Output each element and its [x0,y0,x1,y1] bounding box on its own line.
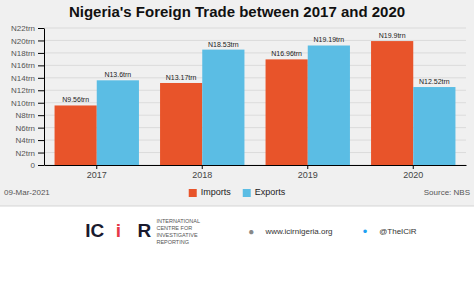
x-tick-label: 2020 [403,170,423,180]
y-tick-label: N10trn [11,99,35,108]
y-tick-label: N2trn [15,149,35,158]
y-tick: N4trn [15,136,44,145]
data-label: N19.9trn [379,32,406,39]
annotation: i [116,220,121,241]
bar [266,59,308,165]
annotation: IC [85,220,104,241]
y-tick-mark [38,90,44,91]
y-axis: 0 N2trn N4trn N6trn N8trn N10trn N12trn N14trn N… [11,24,45,170]
x-tick: 2017 [87,165,107,180]
x-tick: 2019 [298,165,318,180]
data-label: N16.96trn [271,50,302,57]
y-tick: N12trn [11,86,44,95]
x-tick: 2020 [403,165,423,180]
y-tick-label: N4trn [15,136,35,145]
annotation: ● [248,226,254,237]
bar [371,41,413,165]
grid [44,28,466,165]
title: Nigeria's Foreign Trade between 2017 and… [69,3,405,20]
y-tick-mark [38,28,44,29]
x-axis: 2017 2018 2019 2020 [45,165,467,180]
y-tick-mark [38,65,44,66]
y-tick: N8trn [15,111,44,120]
y-tick-label: N22trn [11,24,35,33]
y-tick: N10trn [11,99,44,108]
annotation: • [363,224,368,239]
y-axis-line [44,29,45,166]
y-tick-label: N20trn [11,37,35,46]
y-tick: N2trn [15,149,44,158]
y-tick-mark [38,153,44,154]
bar [55,105,97,165]
y-tick: N6trn [15,124,44,133]
bar [160,83,202,165]
data-label: N12.52trn [419,78,450,85]
annotation: INTERNATIONALCENTRE FORINVESTIGATIVEREPO… [156,218,200,245]
annotation: 09-Mar-2021 [4,188,50,197]
y-tick-mark [38,78,44,79]
data-label: N19.19trn [313,36,344,43]
y-tick-label: N8trn [15,111,35,120]
y-tick-mark [38,103,44,104]
annotation: R [137,220,151,241]
x-tick-label: 2017 [87,170,107,180]
legend-item: Exports [243,187,286,197]
bar [202,50,244,165]
y-tick-label: N12trn [11,86,35,95]
y-tick: N18trn [11,49,44,58]
annotation: www.icirnigeria.org [264,227,332,236]
y-tick-label: N14trn [11,74,35,83]
y-tick-mark [38,40,44,41]
annotation: @TheICiR [379,227,417,236]
x-tick-mark [202,165,203,169]
bar [413,87,455,165]
y-tick-mark [38,115,44,116]
y-tick-label: N6trn [15,124,35,133]
x-axis-line [45,165,467,166]
data-label: N9.56trn [62,96,89,103]
y-tick: N14trn [11,74,44,83]
x-tick-mark [307,165,308,169]
y-tick: N16trn [11,61,44,70]
y-tick: N22trn [11,24,44,33]
y-tick: N20trn [11,37,44,46]
x-tick: 2018 [192,165,212,180]
bar [97,80,139,165]
y-tick-label: N18trn [11,49,35,58]
y-tick-mark [38,53,44,54]
y-tick-mark [38,128,44,129]
legend: Imports Exports [189,187,286,197]
footer-background [0,206,474,281]
legend-label: Exports [255,187,286,197]
x-tick-label: 2019 [298,170,318,180]
legend-swatch [189,189,197,197]
background [0,0,474,206]
x-tick-mark [96,165,97,169]
chart: Nigeria's Foreign Trade between 2017 and… [0,0,474,281]
x-tick-mark [413,165,414,169]
annotation: Source: NBS [424,188,470,197]
grid-line [44,40,466,41]
y-tick-label: N16trn [11,61,35,70]
plot: 0 N2trn N4trn N6trn N8trn N10trn N12trn N14trn N… [11,24,467,180]
grid-line [44,28,466,29]
data-labels: N9.56trn N13.17trn N16.96trn N19.9trn N13.6t… [62,32,450,103]
legend-label: Imports [201,187,232,197]
y-tick-label: 0 [31,161,36,170]
y-tick-mark [38,165,44,166]
data-label: N13.17trn [166,74,197,81]
data-label: N13.6trn [104,71,131,78]
bar [308,45,350,165]
x-tick-label: 2018 [192,170,212,180]
legend-swatch [243,189,251,197]
y-tick-mark [38,140,44,141]
bars [55,41,456,165]
y-tick: 0 [31,161,44,170]
data-label: N18.53trn [208,41,239,48]
legend-item: Imports [189,187,232,197]
footer-border [0,206,474,207]
